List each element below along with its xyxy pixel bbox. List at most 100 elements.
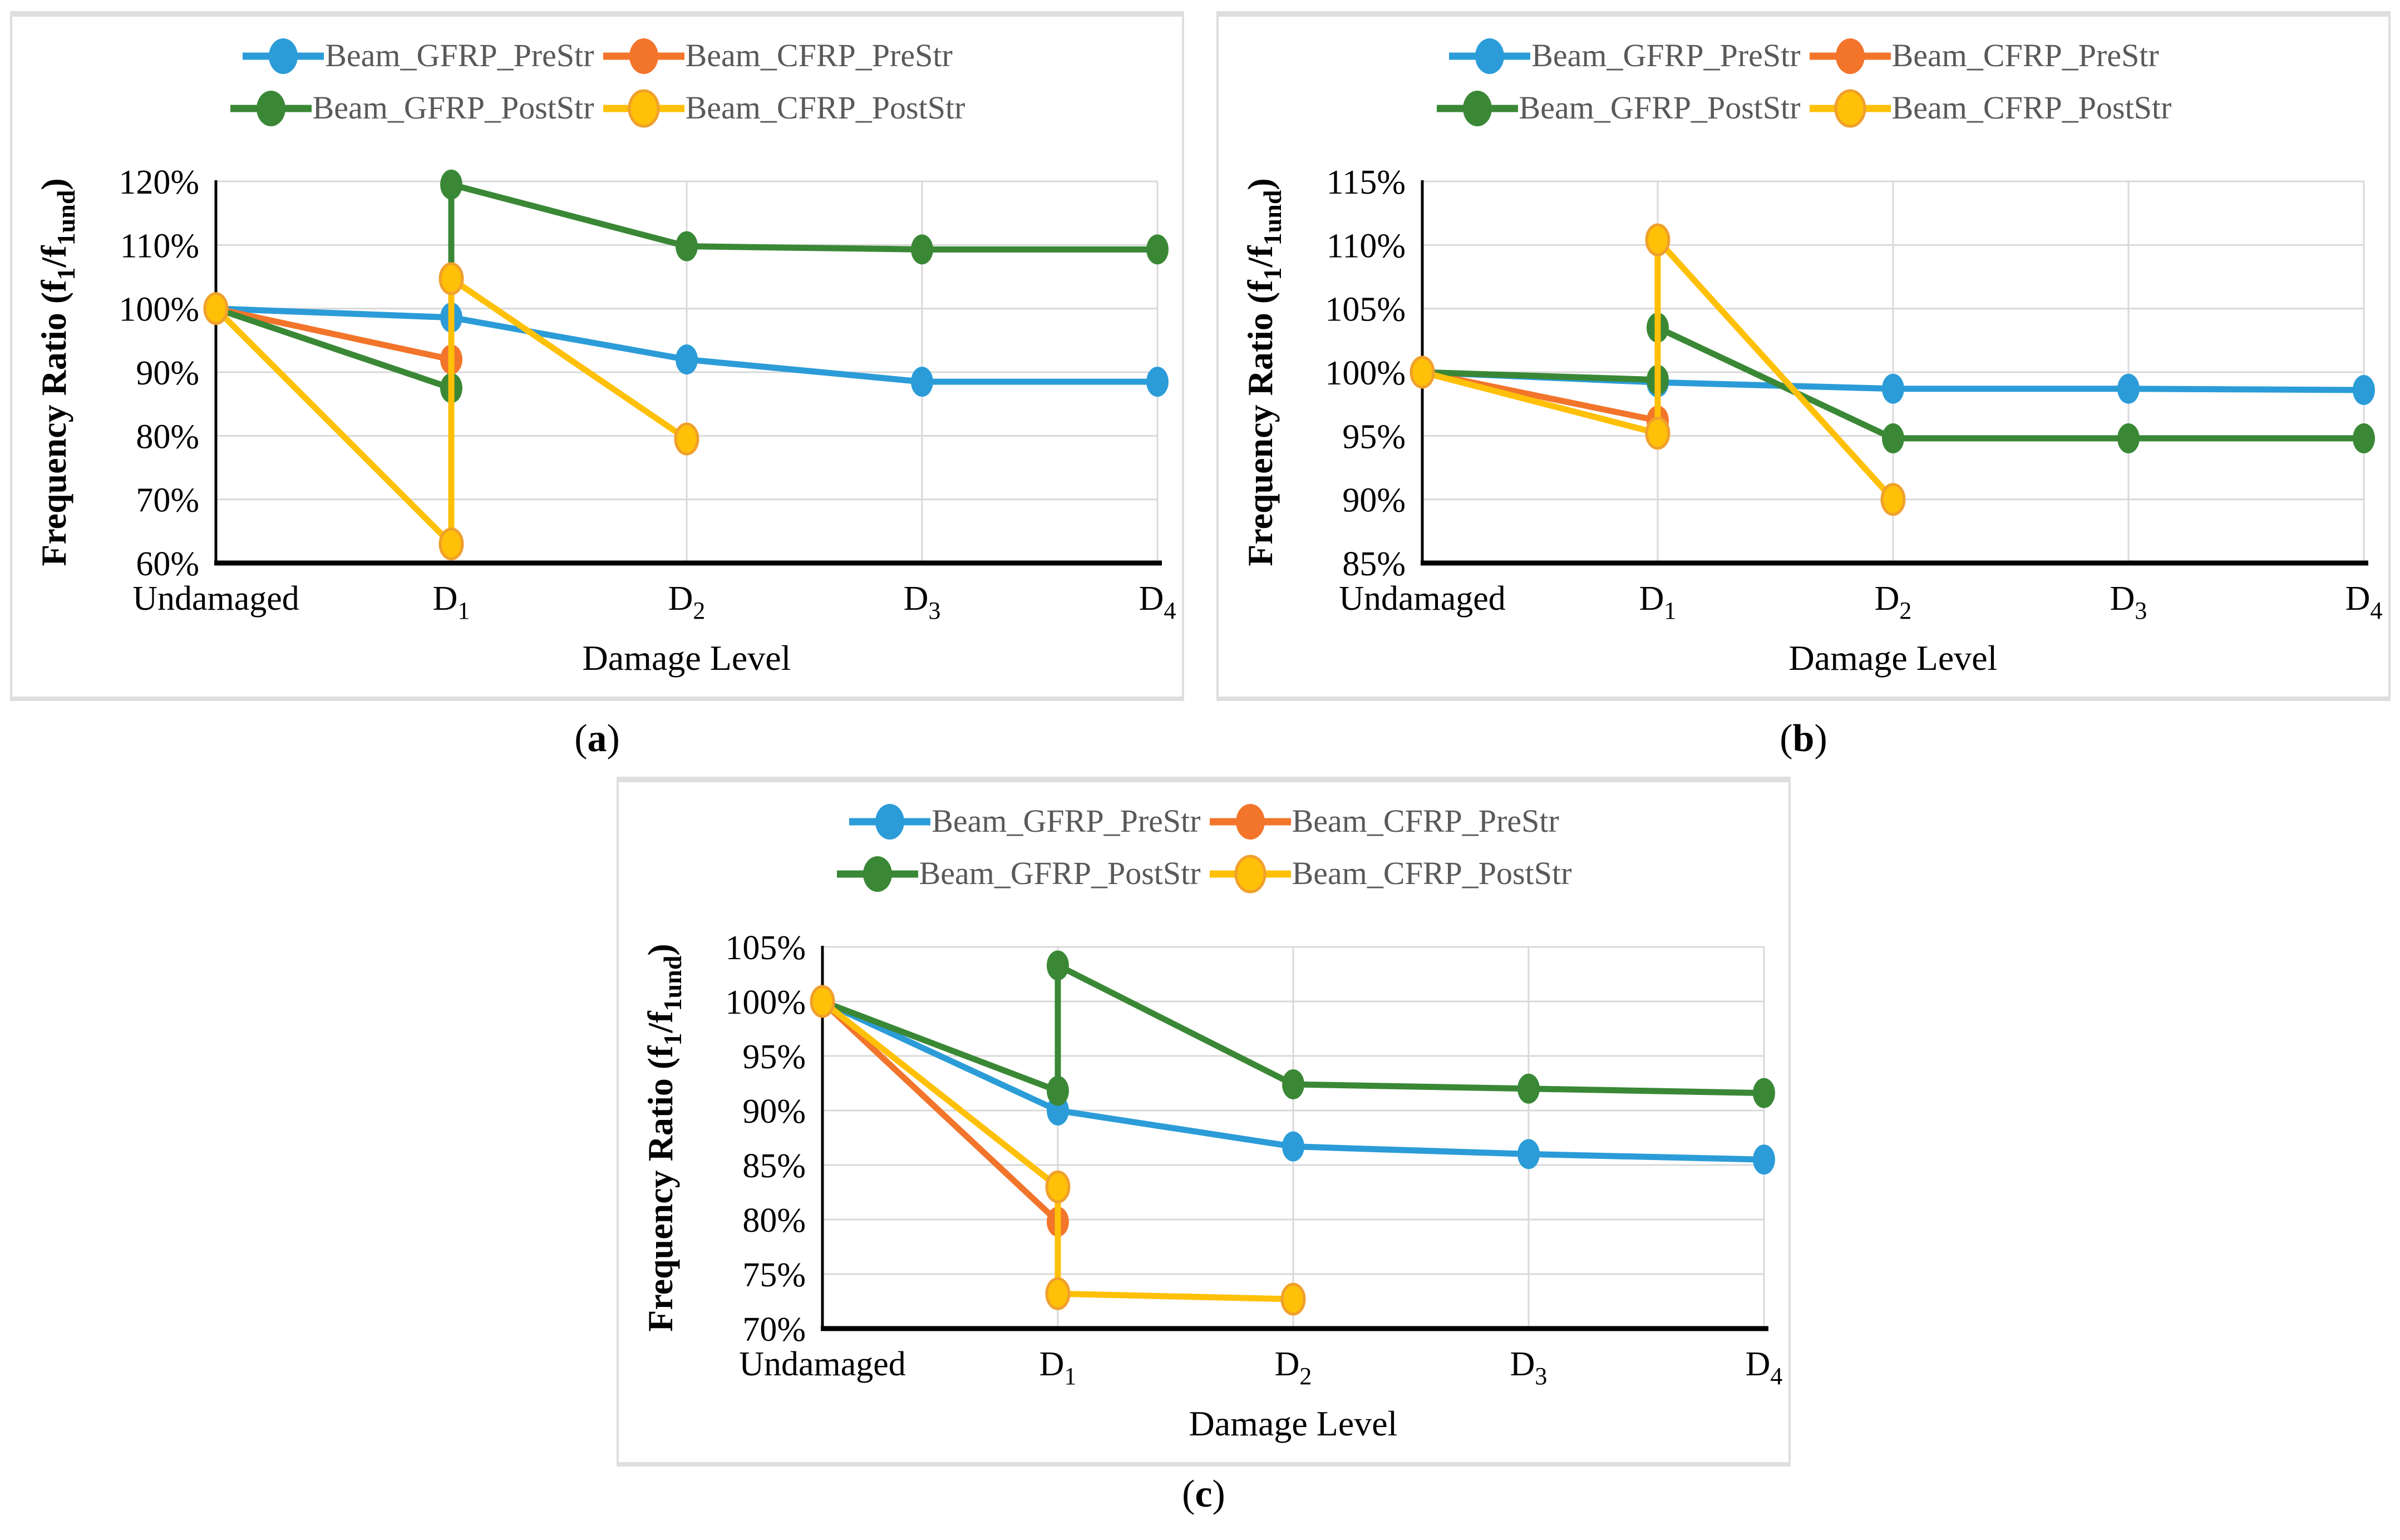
x-axis-tick-labels: Undamaged D1 D2 D3 D4 bbox=[1339, 580, 2382, 624]
svg-text:85%: 85% bbox=[1342, 545, 1406, 583]
svg-text:95%: 95% bbox=[1342, 418, 1406, 456]
caption-a: (a) bbox=[10, 717, 1184, 761]
svg-text:D2: D2 bbox=[1875, 580, 1912, 624]
y-axis-title: Frequency Ratio (f1/f1und) bbox=[1240, 178, 1287, 566]
svg-text:D3: D3 bbox=[2110, 580, 2147, 624]
legend-item-beam_gfrp_prestr: Beam_GFRP_PreStr bbox=[848, 801, 1201, 841]
data-point-marker bbox=[1880, 483, 1906, 516]
plot-a: 60% 70% 80% 90% 100% 110% 120% Undamaged D1 D2 D3 D… bbox=[34, 164, 1176, 678]
legend-label: Beam_CFRP_PostStr bbox=[685, 90, 965, 126]
gridlines bbox=[822, 946, 1765, 1329]
y-axis-title: Frequency Ratio (f1/f1und) bbox=[640, 944, 687, 1331]
legend-label: Beam_CFRP_PreStr bbox=[1891, 37, 2159, 73]
x-axis-title: Damage Level bbox=[583, 638, 791, 678]
data-point-marker bbox=[1146, 234, 1169, 265]
legend-label: Beam_GFRP_PreStr bbox=[325, 37, 594, 73]
caption-text: ( bbox=[1780, 717, 1793, 760]
data-point-marker bbox=[1146, 367, 1169, 397]
data-point-marker bbox=[1753, 1078, 1775, 1108]
legend-row: Beam_GFRP_PostStr Beam_CFRP_PostStr bbox=[836, 853, 1572, 894]
legend-item-beam_cfrp_poststr: Beam_CFRP_PostStr bbox=[1808, 88, 2172, 128]
legend-line-marker-icon bbox=[1436, 91, 1518, 126]
legend-line-marker-icon bbox=[603, 38, 684, 74]
legend-item-beam_gfrp_prestr: Beam_GFRP_PreStr bbox=[1448, 36, 1801, 76]
svg-text:D1: D1 bbox=[1639, 580, 1677, 624]
legend-label: Beam_CFRP_PreStr bbox=[1292, 803, 1559, 839]
data-point-marker bbox=[2353, 375, 2375, 406]
chart-panel-a: Beam_GFRP_PreStr Beam_CFRP_PreStr Beam_GFR… bbox=[10, 11, 1184, 701]
x-axis-tick-labels: Undamaged D1 D2 D3 D4 bbox=[739, 1345, 1782, 1390]
svg-text:80%: 80% bbox=[742, 1202, 806, 1240]
svg-text:100%: 100% bbox=[725, 984, 806, 1021]
legend-line-marker-icon bbox=[849, 804, 931, 840]
caption-text: ) bbox=[607, 717, 620, 760]
legend-line-marker-icon bbox=[1809, 38, 1891, 74]
axes bbox=[214, 180, 1162, 566]
y-axis-tick-labels: 60% 70% 80% 90% 100% 110% 120% bbox=[119, 164, 199, 583]
series-beam_cfrp_poststr bbox=[1410, 223, 1906, 516]
plot-b: 85% 90% 95% 100% 105% 110% 115% Undamaged D1 D2 D3… bbox=[1240, 164, 2382, 678]
chart-panel-b: Beam_GFRP_PreStr Beam_CFRP_PreStr Beam_GFR… bbox=[1216, 11, 2391, 701]
series-beam_gfrp_poststr bbox=[811, 950, 1775, 1108]
legend-line-marker-icon bbox=[1449, 38, 1531, 74]
legend: Beam_GFRP_PreStr Beam_CFRP_PreStr Beam_GFR… bbox=[619, 801, 1788, 894]
svg-text:75%: 75% bbox=[742, 1256, 806, 1294]
svg-text:90%: 90% bbox=[136, 354, 199, 392]
x-axis-title: Damage Level bbox=[1189, 1404, 1398, 1443]
x-axis-title: Damage Level bbox=[1789, 638, 1998, 678]
caption-text: ( bbox=[574, 717, 588, 760]
chart-panel-c: Beam_GFRP_PreStr Beam_CFRP_PreStr Beam_GFR… bbox=[617, 777, 1791, 1467]
data-point-marker bbox=[2353, 423, 2375, 453]
data-point-marker bbox=[1045, 1277, 1071, 1310]
legend-row: Beam_GFRP_PostStr Beam_CFRP_PostStr bbox=[1436, 88, 2172, 128]
legend-label: Beam_CFRP_PostStr bbox=[1891, 90, 2172, 126]
data-point-marker bbox=[911, 234, 933, 265]
series-beam_cfrp_poststr bbox=[810, 985, 1306, 1316]
legend-row: Beam_GFRP_PreStr Beam_CFRP_PreStr bbox=[848, 801, 1559, 841]
svg-text:110%: 110% bbox=[120, 227, 199, 265]
caption-letter: a bbox=[587, 717, 607, 760]
legend-label: Beam_GFRP_PreStr bbox=[932, 803, 1201, 839]
data-point-marker bbox=[1645, 417, 1670, 450]
legend-label: Beam_GFRP_PreStr bbox=[1531, 37, 1801, 73]
x-axis-tick-labels: Undamaged D1 D2 D3 D4 bbox=[132, 580, 1176, 624]
series-beam_gfrp_poststr bbox=[1411, 312, 2375, 453]
svg-text:80%: 80% bbox=[136, 418, 199, 456]
svg-text:90%: 90% bbox=[742, 1093, 806, 1131]
svg-text:70%: 70% bbox=[136, 482, 199, 520]
svg-text:Undamaged: Undamaged bbox=[739, 1345, 906, 1383]
svg-text:100%: 100% bbox=[1325, 354, 1406, 392]
data-point-marker bbox=[438, 527, 464, 561]
data-point-marker bbox=[1045, 1170, 1071, 1203]
caption-letter: c bbox=[1195, 1473, 1213, 1516]
data-point-marker bbox=[911, 367, 933, 397]
caption-text: ( bbox=[1182, 1473, 1195, 1516]
legend-row: Beam_GFRP_PostStr Beam_CFRP_PostStr bbox=[229, 88, 965, 128]
svg-text:D3: D3 bbox=[904, 580, 941, 624]
legend-label: Beam_CFRP_PostStr bbox=[1292, 855, 1572, 891]
svg-text:Undamaged: Undamaged bbox=[1339, 580, 1506, 618]
caption-text: ) bbox=[1212, 1473, 1225, 1516]
legend-label: Beam_CFRP_PreStr bbox=[685, 37, 953, 73]
data-point-marker bbox=[1645, 223, 1670, 256]
legend-line-marker-icon bbox=[836, 856, 918, 892]
data-point-marker bbox=[1882, 373, 1904, 404]
legend-line-marker-icon bbox=[1809, 89, 1891, 128]
legend: Beam_GFRP_PreStr Beam_CFRP_PreStr Beam_GFR… bbox=[12, 36, 1182, 128]
data-point-marker bbox=[676, 344, 698, 375]
y-axis-title: Frequency Ratio (f1/f1und) bbox=[34, 178, 80, 566]
data-point-marker bbox=[1882, 423, 1904, 453]
svg-text:105%: 105% bbox=[1325, 291, 1406, 329]
data-point-marker bbox=[1753, 1144, 1775, 1175]
legend-label: Beam_GFRP_PostStr bbox=[919, 855, 1201, 891]
data-point-marker bbox=[676, 231, 698, 261]
legend-line-marker-icon bbox=[230, 91, 312, 126]
legend-item-beam_cfrp_prestr: Beam_CFRP_PreStr bbox=[1808, 36, 2159, 76]
svg-text:D1: D1 bbox=[1039, 1345, 1077, 1390]
caption-c: (c) bbox=[617, 1472, 1791, 1517]
legend-row: Beam_GFRP_PreStr Beam_CFRP_PreStr bbox=[1448, 36, 2159, 76]
data-point-marker bbox=[1282, 1131, 1304, 1162]
svg-text:100%: 100% bbox=[119, 291, 199, 329]
data-point-marker bbox=[440, 169, 462, 200]
